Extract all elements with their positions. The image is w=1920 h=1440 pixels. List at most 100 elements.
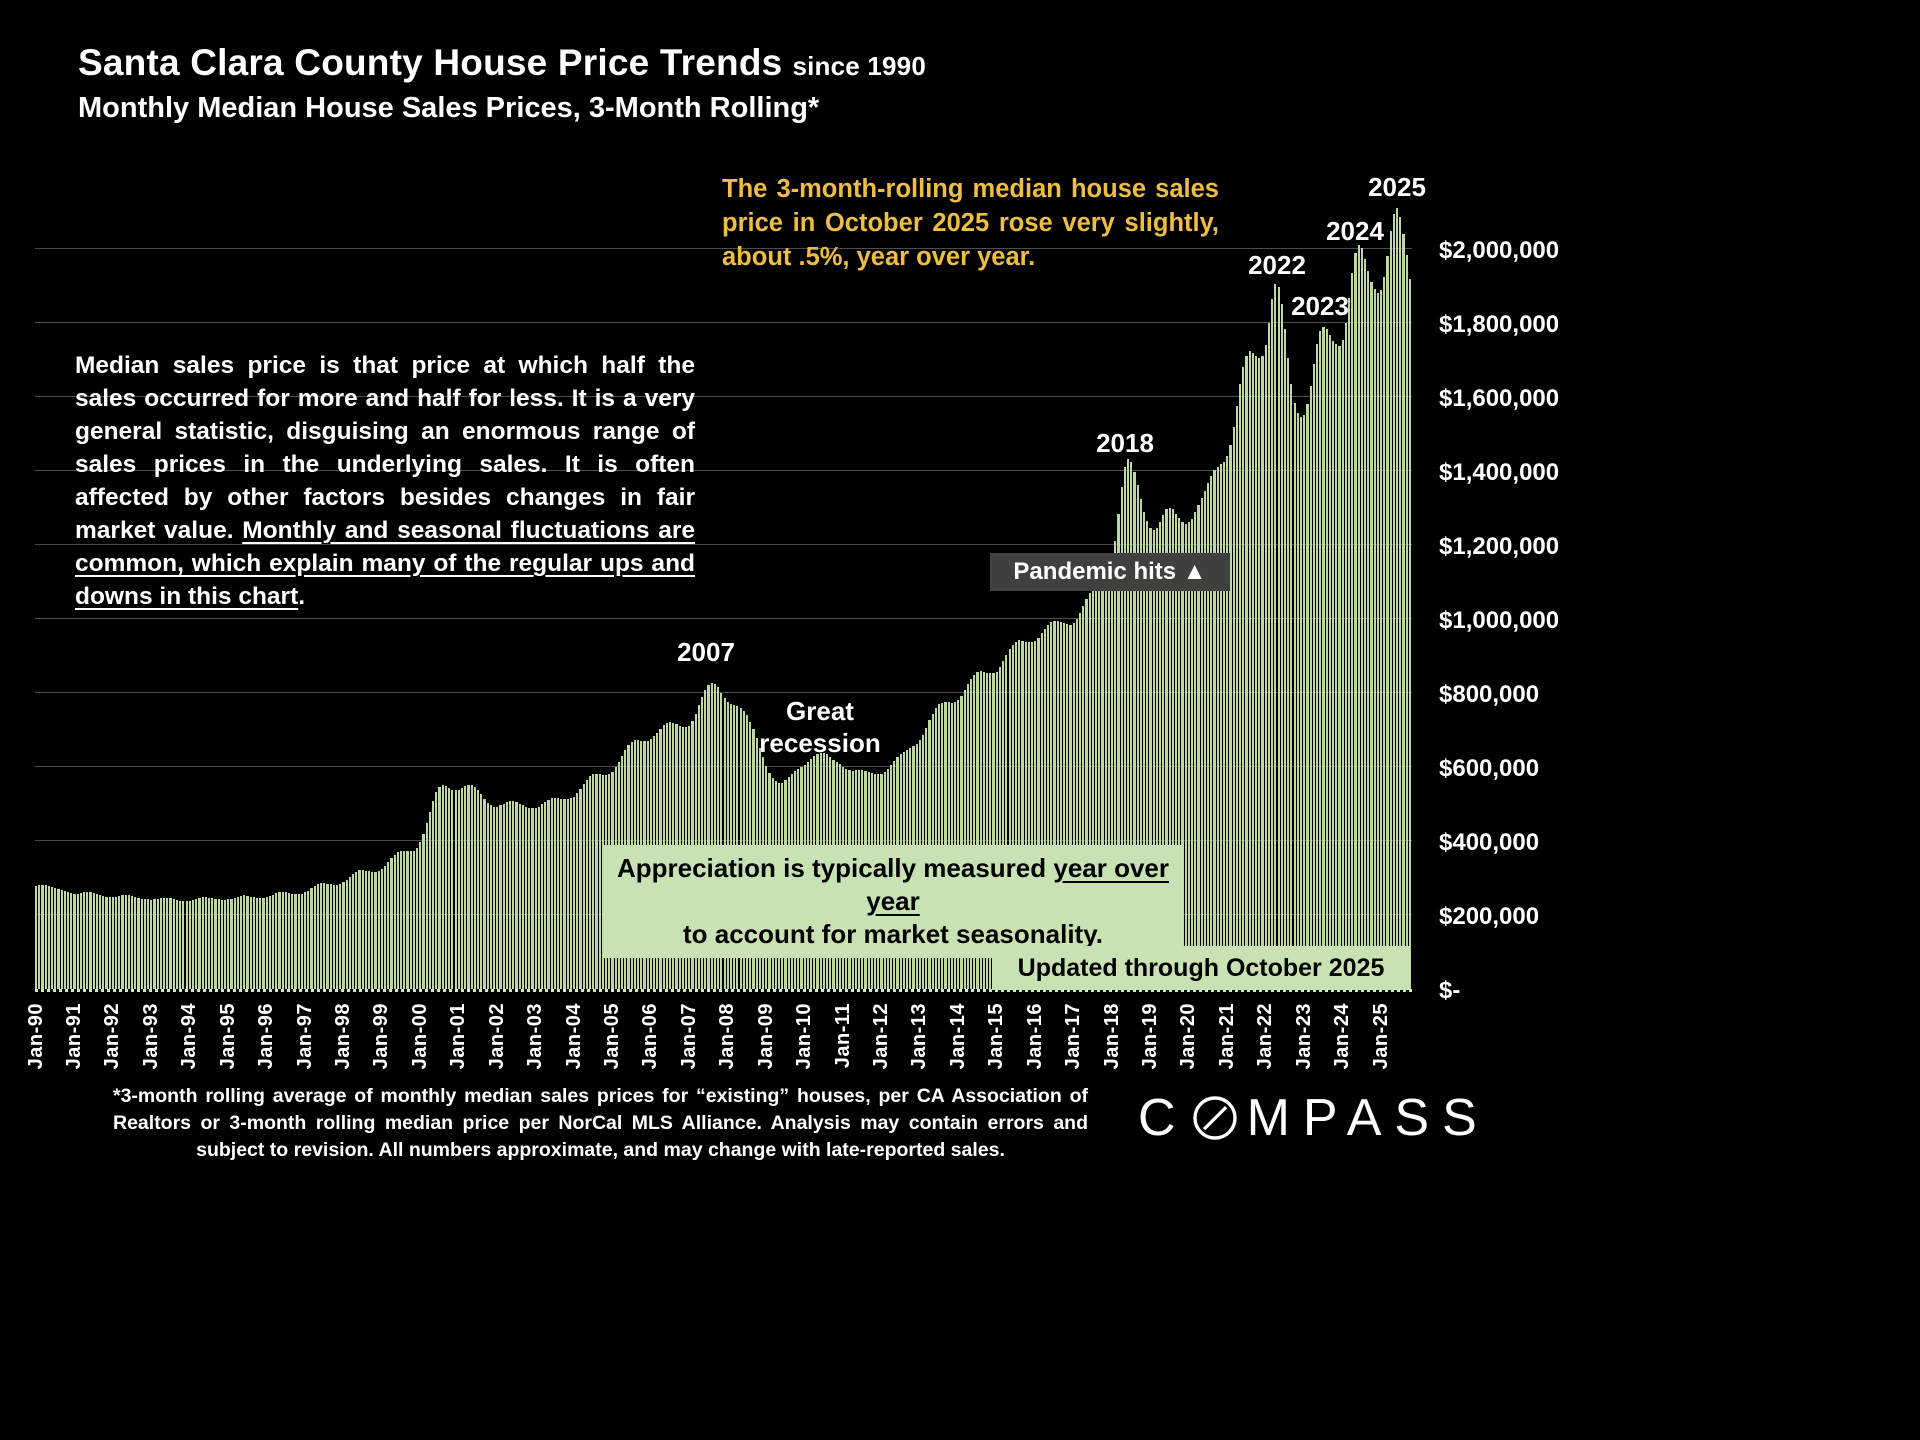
bar — [569, 798, 572, 989]
bar — [400, 851, 403, 989]
bar — [51, 886, 54, 989]
bar — [1021, 640, 1024, 989]
bar — [492, 806, 496, 989]
bar — [1363, 258, 1367, 989]
bar — [108, 896, 111, 989]
bar — [566, 799, 569, 989]
bar — [582, 784, 585, 989]
bar — [339, 884, 342, 989]
bar — [428, 812, 432, 989]
y-tick-label: $2,000,000 — [1439, 237, 1560, 264]
bar — [403, 851, 406, 989]
bar — [246, 895, 249, 989]
bar — [701, 696, 704, 989]
bar — [1274, 283, 1277, 989]
bar — [480, 794, 483, 989]
bar — [1155, 527, 1158, 989]
bar — [1005, 654, 1008, 989]
bar — [271, 894, 275, 989]
bar — [348, 876, 351, 989]
bar — [518, 803, 521, 989]
bar — [323, 883, 326, 989]
x-tick-label: Jan-18 — [1100, 1003, 1123, 1070]
bar — [115, 896, 118, 989]
bar — [1322, 326, 1325, 989]
bar — [1027, 642, 1030, 989]
bar — [1389, 231, 1392, 989]
bar — [1184, 523, 1187, 989]
bar — [1149, 527, 1152, 989]
bar — [118, 896, 121, 989]
bar — [111, 897, 115, 989]
bar — [1056, 620, 1059, 989]
bar — [201, 896, 204, 989]
bar — [1011, 644, 1014, 989]
bar — [406, 851, 409, 989]
bar — [1101, 576, 1104, 989]
y-tick-label: $- — [1439, 977, 1461, 1004]
bar — [89, 892, 92, 989]
bar — [1159, 521, 1162, 989]
bar — [457, 789, 460, 989]
bar — [374, 872, 377, 989]
bar — [1271, 298, 1274, 989]
bar — [1309, 385, 1312, 989]
bar — [713, 683, 717, 989]
bar — [175, 899, 179, 989]
x-tick-label: Jan-00 — [408, 1003, 431, 1070]
bar — [1126, 459, 1130, 989]
bar — [1248, 351, 1251, 989]
bar — [243, 895, 246, 989]
bar — [998, 667, 1002, 989]
bar — [230, 898, 233, 989]
bar — [467, 784, 470, 989]
bar — [332, 884, 335, 989]
bar — [159, 897, 163, 989]
bar — [211, 898, 214, 989]
bar — [1338, 345, 1341, 989]
bar — [704, 689, 707, 989]
bar — [1392, 214, 1395, 989]
x-tick-label: Jan-08 — [716, 1003, 739, 1070]
bar — [336, 884, 339, 989]
bar — [1082, 606, 1085, 989]
bar — [1120, 486, 1123, 989]
bar — [1203, 490, 1207, 989]
bar — [1405, 254, 1408, 989]
x-tick-label: Jan-90 — [24, 1003, 47, 1070]
bar — [99, 895, 102, 989]
bar — [377, 871, 380, 989]
bar — [460, 787, 464, 989]
bar — [1395, 207, 1399, 989]
bar — [63, 890, 66, 989]
footnote: *3-month rolling average of monthly medi… — [113, 1085, 1088, 1161]
x-tick-label: Jan-24 — [1331, 1003, 1354, 1070]
bar — [989, 673, 992, 989]
bar — [1341, 340, 1344, 989]
bar — [995, 671, 998, 989]
bar — [60, 889, 63, 989]
bar — [595, 774, 598, 989]
bar — [1402, 234, 1405, 989]
bar — [534, 808, 537, 989]
bar — [1290, 383, 1293, 989]
bar — [1136, 485, 1139, 989]
bar — [1376, 292, 1379, 989]
bar — [438, 786, 441, 989]
bar — [451, 789, 454, 989]
bar — [220, 899, 223, 989]
bar — [496, 806, 499, 989]
bar — [1267, 323, 1271, 989]
bar — [291, 893, 294, 989]
bar — [41, 885, 44, 989]
bar — [1107, 568, 1110, 989]
bar — [143, 899, 147, 989]
bar — [1030, 642, 1034, 989]
bar — [416, 848, 419, 989]
bar — [1354, 252, 1357, 989]
bar — [486, 802, 489, 989]
bar — [227, 899, 230, 989]
bar — [521, 805, 524, 989]
bar — [1088, 592, 1091, 989]
x-tick-label: Jan-06 — [639, 1003, 662, 1070]
